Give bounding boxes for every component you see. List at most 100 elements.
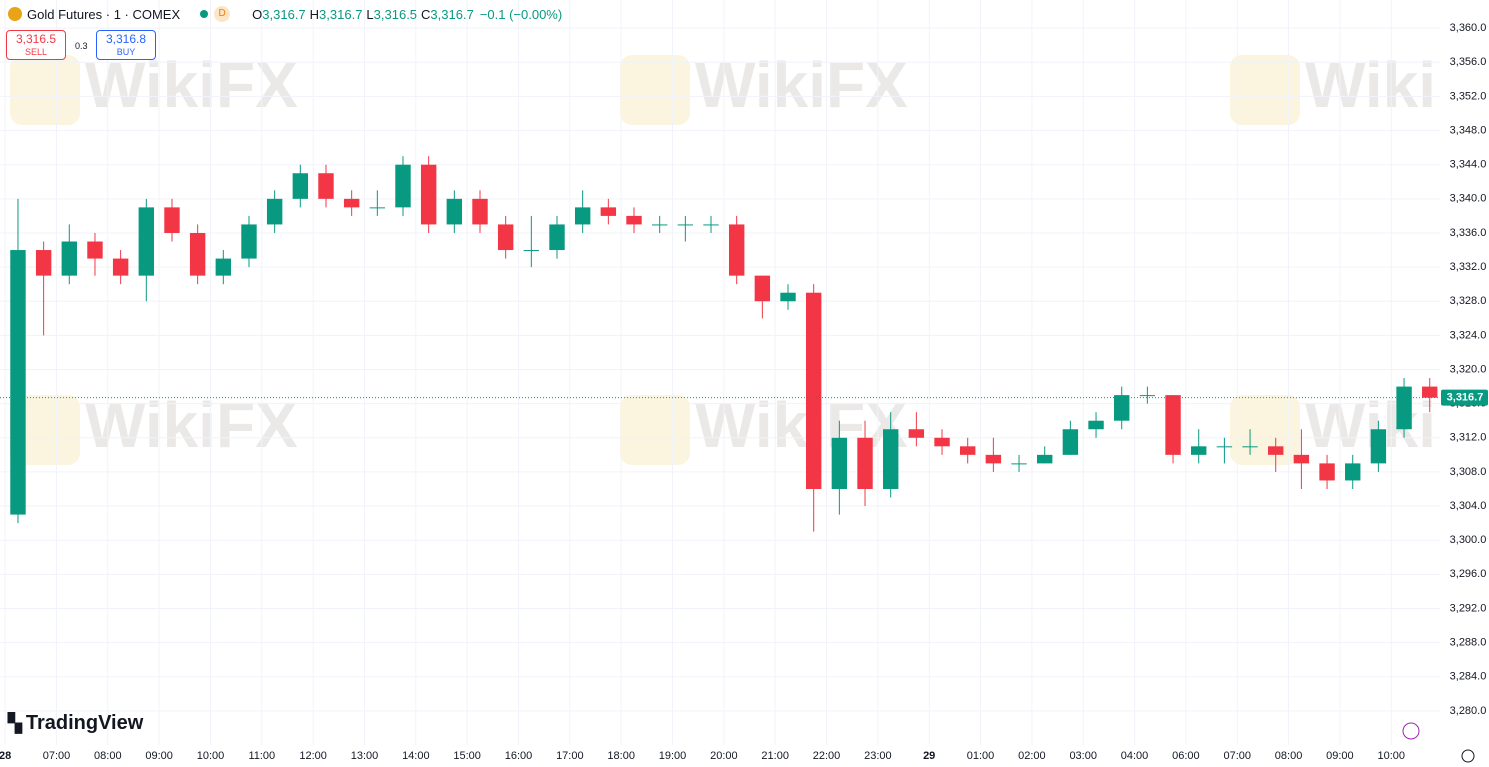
x-tick-label: 10:00 — [1377, 750, 1405, 762]
ohlc-key: C — [421, 6, 431, 22]
x-tick-label: 07:00 — [1223, 750, 1251, 762]
candle-body — [857, 437, 873, 489]
watermark: WikiFX — [695, 49, 908, 121]
candle-body — [1268, 446, 1284, 455]
x-tick-label: 06:00 — [1172, 750, 1200, 762]
candle-body — [1396, 386, 1412, 430]
y-tick-label: 3,332.0 — [1450, 261, 1487, 273]
logo-text: TradingView — [25, 712, 144, 734]
x-tick-label: 10:00 — [197, 750, 225, 762]
x-tick-label: 15:00 — [453, 750, 481, 762]
ohlc-key: L — [366, 6, 374, 22]
ohlc-key: H — [309, 6, 320, 22]
y-tick-label: 3,300.0 — [1450, 534, 1487, 546]
x-tick-label: 17:00 — [556, 750, 584, 762]
sell-button[interactable]: 3,316.5 SELL — [6, 30, 66, 60]
candle-body — [882, 429, 899, 489]
symbol-icon — [8, 7, 22, 21]
x-tick-label: 08:00 — [1275, 750, 1303, 762]
candle-body — [985, 454, 1002, 464]
candle-body — [241, 224, 257, 259]
y-tick-label: 3,284.0 — [1450, 671, 1487, 683]
y-tick-label: 3,324.0 — [1450, 329, 1487, 341]
candle-body — [600, 207, 617, 216]
candle-body — [1011, 463, 1027, 465]
candle-body — [112, 258, 129, 276]
candle-body — [1242, 446, 1258, 448]
x-tick-label: 16:00 — [505, 750, 533, 762]
x-tick-label: 03:00 — [1069, 750, 1097, 762]
change: −0.1 (−0.00%) — [479, 6, 563, 22]
candle-body — [934, 437, 950, 447]
candle-body — [497, 224, 514, 251]
watermark-icon — [620, 395, 690, 465]
candle-body — [292, 173, 309, 199]
x-tick-label: 09:00 — [145, 750, 173, 762]
candle-body — [1191, 446, 1207, 455]
candle-body — [164, 207, 180, 233]
y-tick-label: 3,360.0 — [1450, 22, 1487, 34]
candle-body — [1165, 395, 1181, 455]
x-axis — [0, 745, 1489, 767]
candle-body — [266, 198, 283, 225]
ohlc-value: 3,316.7 — [319, 6, 363, 22]
candle-body — [960, 446, 976, 455]
ohlc-value: 3,316.7 — [430, 6, 474, 22]
x-tick-label: 28 — [0, 750, 11, 762]
buy-button[interactable]: 3,316.8 BUY — [96, 30, 156, 60]
candle-body — [805, 292, 822, 489]
buy-price: 3,316.8 — [105, 32, 147, 46]
sell-label: SELL — [24, 47, 48, 57]
watermark-icon — [10, 55, 80, 125]
x-tick-label: 01:00 — [967, 750, 995, 762]
candle-body — [343, 198, 360, 208]
candle-body — [651, 224, 668, 226]
x-tick-label: 11:00 — [248, 750, 275, 762]
candle-body — [61, 241, 78, 276]
candle-body — [446, 198, 463, 225]
candle-body — [1293, 454, 1310, 464]
watermark: WikiFX — [85, 389, 298, 461]
candle-body — [1037, 454, 1053, 464]
candle-body — [1422, 386, 1438, 398]
watermark: WikiFX — [85, 49, 298, 121]
y-tick-label: 3,304.0 — [1450, 500, 1487, 512]
candle-body — [626, 215, 642, 225]
ohlc: O 3,316.7 H 3,316.7 L 3,316.5 C 3,316.7 — [248, 7, 474, 22]
symbol[interactable]: Gold Futures · 1 · COMEX — [27, 6, 181, 22]
y-tick-label: 3,292.0 — [1450, 602, 1487, 614]
watermark-icon — [1230, 55, 1300, 125]
last-price-tag — [1441, 389, 1488, 406]
candle-body — [87, 241, 103, 259]
header: Gold Futures · 1 · COMEX D O 3,316.7 H 3,31… — [8, 6, 562, 22]
x-tick-label: 29 — [923, 750, 935, 762]
candle-body — [138, 207, 155, 276]
candle-body — [1088, 420, 1104, 430]
candle-body — [318, 173, 334, 199]
ohlc-key: O — [252, 6, 263, 22]
y-tick-label: 3,320.0 — [1450, 363, 1487, 375]
candle-body — [189, 232, 206, 276]
x-tick-label: 21:00 — [761, 750, 789, 762]
candle-body — [1216, 446, 1233, 448]
candle-body — [754, 275, 771, 302]
y-tick-label: 3,328.0 — [1450, 295, 1487, 307]
settings-icon — [1461, 749, 1475, 763]
x-tick-label: 09:00 — [1326, 750, 1354, 762]
candle-body — [831, 437, 848, 489]
y-tick-label: 3,336.0 — [1450, 227, 1487, 239]
watermark-icon — [620, 55, 690, 125]
y-tick-label: 3,356.0 — [1450, 56, 1487, 68]
last-price-label: 3,316.7 — [1447, 392, 1484, 404]
ohlc-value: 3,316.5 — [373, 6, 418, 22]
badge: D — [214, 6, 231, 22]
candle-body — [395, 164, 411, 208]
candle-body — [677, 224, 694, 226]
x-tick-label: 07:00 — [43, 750, 71, 762]
y-tick-label: 3,312.0 — [1450, 432, 1487, 444]
candle-body — [523, 250, 540, 252]
candle-body — [1062, 429, 1079, 455]
candle-body — [1345, 463, 1361, 481]
y-tick-label: 3,288.0 — [1450, 637, 1487, 649]
candle-body — [10, 250, 26, 515]
